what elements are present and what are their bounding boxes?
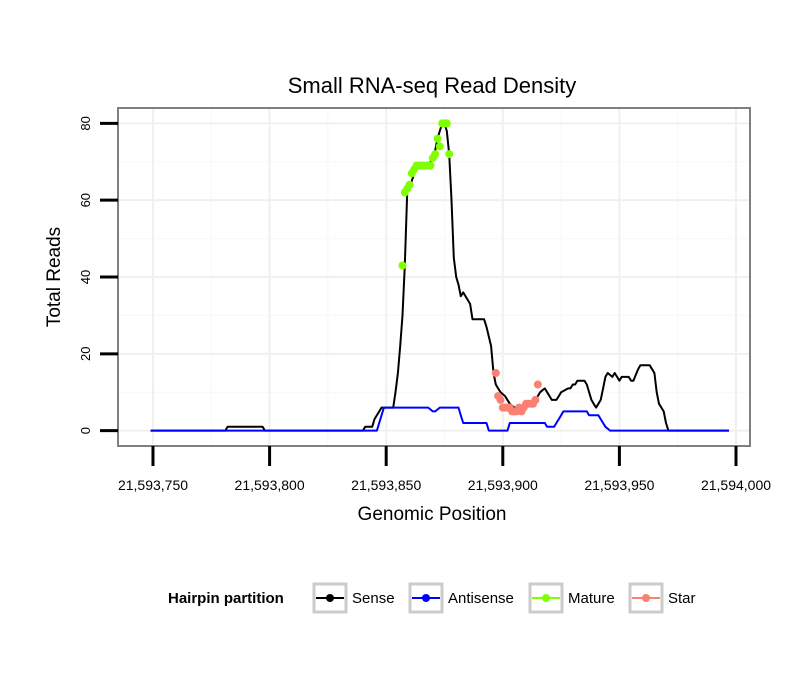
data-point-mature	[431, 150, 440, 159]
x-axis: 21,593,750 21,593,800 21,593,850 21,593,900…	[118, 446, 771, 493]
data-point-star	[491, 369, 500, 377]
data-point-mature	[433, 134, 442, 143]
x-tick-label: 21,593,800	[235, 477, 305, 493]
legend-label-antisense: Antisense	[448, 590, 514, 607]
x-tick-label: 21,593,950	[584, 477, 654, 493]
data-point-mature	[435, 142, 444, 151]
x-tick-label: 21,593,750	[118, 477, 188, 493]
y-axis: 0 20 40 60 80	[78, 116, 118, 434]
legend-point-star	[642, 594, 650, 602]
legend-title: Hairpin partition	[168, 590, 284, 607]
y-tick-label: 60	[78, 193, 93, 207]
legend-label-star: Star	[668, 590, 696, 607]
legend-label-sense: Sense	[352, 590, 395, 607]
legend-point-antisense	[422, 594, 430, 602]
data-point-mature	[442, 119, 451, 128]
data-point-star	[496, 395, 505, 404]
legend: Hairpin partition Sense Antisense Mature St…	[168, 582, 696, 614]
y-tick-label: 40	[78, 270, 93, 284]
data-point-mature	[426, 161, 435, 170]
y-tick-label: 0	[78, 427, 93, 434]
data-point-star	[531, 395, 540, 404]
legend-label-mature: Mature	[568, 590, 615, 607]
series-points	[398, 119, 542, 416]
data-point-mature	[398, 261, 407, 270]
x-tick-label: 21,593,850	[351, 477, 421, 493]
y-tick-label: 80	[78, 116, 93, 130]
chart-title: Small RNA-seq Read Density	[288, 73, 577, 98]
data-point-mature	[445, 150, 454, 159]
data-point-star	[533, 380, 542, 389]
legend-point-sense	[326, 594, 334, 602]
data-point-mature	[405, 180, 414, 189]
x-tick-label: 21,594,000	[701, 477, 771, 493]
series-line-antisense	[150, 406, 729, 432]
legend-point-mature	[542, 594, 550, 602]
y-tick-label: 20	[78, 347, 93, 361]
x-axis-label: Genomic Position	[358, 504, 507, 525]
y-axis-label: Total Reads	[44, 227, 65, 327]
x-tick-label: 21,593,900	[468, 477, 538, 493]
